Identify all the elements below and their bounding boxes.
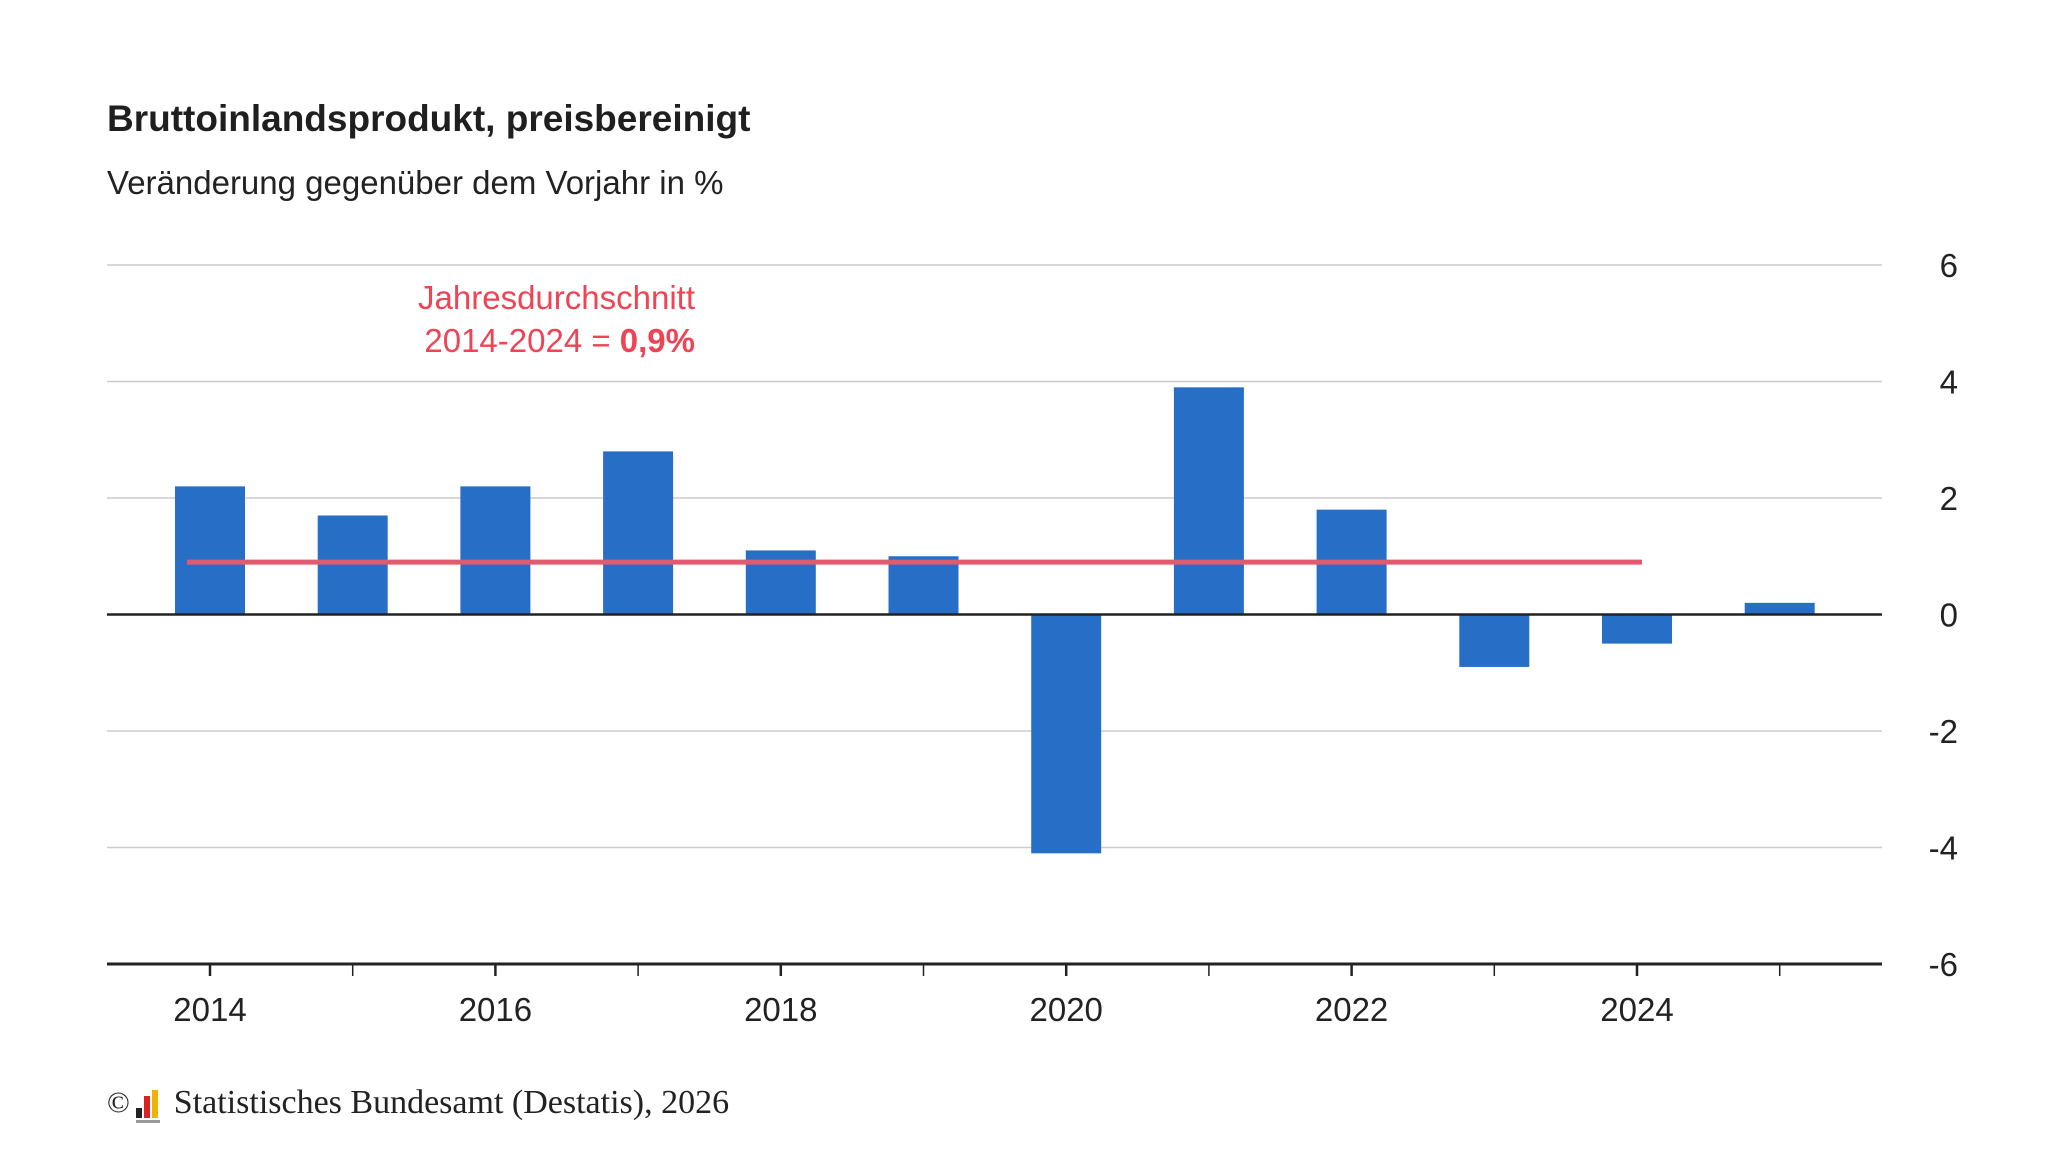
- average-annotation: Jahresdurchschnitt 2014-2024 = 0,9%: [418, 279, 695, 359]
- bar-2025: [1744, 602, 1815, 615]
- x-tick-label: 2018: [744, 991, 817, 1028]
- chart-subtitle: Veränderung gegenüber dem Vorjahr in %: [107, 164, 724, 201]
- y-tick-label: -4: [1929, 830, 1958, 867]
- annotation-period: 2014-2024 =: [424, 322, 619, 359]
- y-tick-label: 4: [1940, 364, 1958, 401]
- gridlines: [107, 264, 1882, 849]
- y-tick-label: -2: [1929, 713, 1958, 750]
- x-tick-label: 2020: [1029, 991, 1102, 1028]
- source-footer: © Statistisches Bundesamt (Destatis), 20…: [107, 1084, 730, 1123]
- y-tick-label: 2: [1940, 480, 1958, 517]
- bar-2020: [1031, 614, 1102, 854]
- bar-2023: [1459, 614, 1530, 667]
- annotation-line2: 2014-2024 = 0,9%: [424, 322, 695, 359]
- source-text: Statistisches Bundesamt (Destatis), 2026: [173, 1084, 730, 1121]
- bar-2024: [1602, 614, 1672, 644]
- chart-title: Bruttoinlandsprodukt, preisbereinigt: [107, 98, 751, 139]
- annotation-value: 0,9%: [620, 322, 695, 359]
- bar-2019: [888, 556, 959, 615]
- axes: [107, 613, 1882, 976]
- copyright-symbol: ©: [107, 1086, 130, 1119]
- y-tick-labels: 6 4 2 0 -2 -4 -6: [1929, 247, 1958, 983]
- bar-2021: [1173, 387, 1244, 615]
- destatis-logo-icon: [135, 1088, 164, 1123]
- x-tick-label: 2024: [1600, 991, 1673, 1028]
- y-tick-label: -6: [1929, 946, 1958, 983]
- annotation-line1: Jahresdurchschnitt: [418, 279, 695, 316]
- bars: [175, 387, 1815, 854]
- y-tick-label: 0: [1940, 597, 1958, 634]
- x-tick-label: 2022: [1315, 991, 1388, 1028]
- bar-2015: [317, 515, 388, 615]
- x-tick-label: 2016: [459, 991, 532, 1028]
- y-tick-label: 6: [1940, 247, 1958, 284]
- x-tick-labels: 2014 2016 2018 2020 2022 2024: [173, 991, 1673, 1028]
- bar-2016: [460, 486, 531, 615]
- x-tick-label: 2014: [173, 991, 246, 1028]
- bar-2014: [175, 486, 245, 615]
- bar-2017: [603, 451, 674, 615]
